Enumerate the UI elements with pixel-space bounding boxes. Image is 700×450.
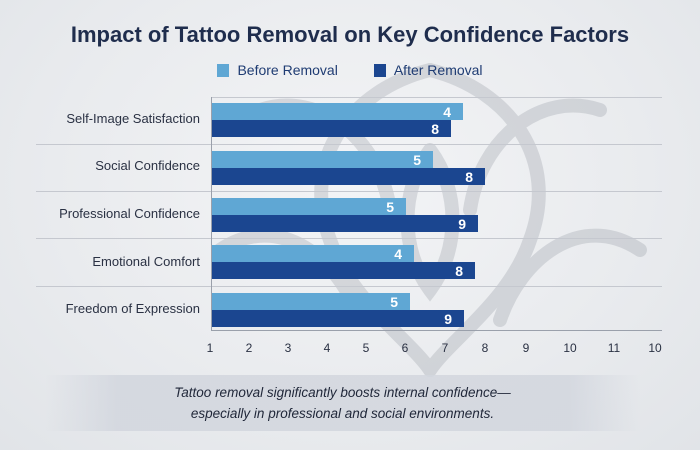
- x-tick-label: 9: [522, 341, 530, 355]
- x-tick-label: 2: [245, 341, 253, 355]
- bar-before: 5: [212, 293, 410, 310]
- gridline: [36, 144, 662, 145]
- legend-label-before: Before Removal: [237, 62, 338, 78]
- legend-swatch-before: [217, 63, 230, 77]
- legend-item-after: After Removal: [373, 62, 483, 78]
- bar-value: 8: [465, 168, 473, 185]
- bar-value: 4: [394, 245, 402, 262]
- legend-swatch-after: [373, 63, 386, 77]
- bar-value: 5: [413, 151, 421, 168]
- caption-line-2: especially in professional and social en…: [190, 406, 495, 421]
- bar-after: 9: [212, 215, 478, 232]
- bar-value: 5: [386, 198, 394, 215]
- bar-value: 5: [390, 293, 398, 310]
- x-axis-line: [211, 330, 662, 331]
- bar-value: 8: [431, 120, 439, 137]
- x-tick-label: 7: [441, 341, 449, 355]
- chart-title: Impact of Tattoo Removal on Key Confiden…: [70, 22, 630, 47]
- legend-item-before: Before Removal: [217, 62, 338, 78]
- x-tick-label: 5: [362, 341, 370, 355]
- x-tick-label: 3: [284, 341, 292, 355]
- bar-before: 4: [212, 245, 414, 262]
- gridline: [211, 97, 662, 98]
- bar-before: 4: [212, 103, 463, 120]
- x-tick-label: 10: [563, 341, 577, 355]
- gridline: [36, 238, 662, 239]
- bar-value: 9: [458, 215, 466, 232]
- gridline: [36, 286, 662, 287]
- legend-label-after: After Removal: [393, 62, 483, 78]
- category-label: Professional Confidence: [59, 206, 200, 221]
- x-tick-label: 4: [323, 341, 331, 355]
- bar-after: 8: [212, 168, 485, 185]
- bar-value: 8: [455, 262, 463, 279]
- category-label: Social Confidence: [95, 158, 200, 173]
- x-tick-label: 1: [206, 341, 214, 355]
- bar-value: 4: [443, 103, 451, 120]
- bar-after: 8: [212, 262, 475, 279]
- bar-before: 5: [212, 151, 433, 168]
- category-label: Freedom of Expression: [65, 301, 200, 316]
- y-axis-line: [211, 97, 212, 330]
- bar-before: 5: [212, 198, 406, 215]
- caption-box: Tattoo removal significantly boosts inte…: [45, 375, 640, 431]
- caption-line-1: Tattoo removal significantly boosts inte…: [174, 385, 511, 400]
- bar-value: 9: [444, 310, 452, 327]
- category-label: Self-Image Satisfaction: [66, 111, 200, 126]
- bar-after: 9: [212, 310, 464, 327]
- bar-after: 8: [212, 120, 451, 137]
- gridline: [36, 191, 662, 192]
- x-tick-label: 10: [648, 341, 662, 355]
- x-tick-label: 8: [481, 341, 489, 355]
- category-label: Emotional Comfort: [92, 254, 200, 269]
- x-tick-label: 11: [607, 341, 621, 355]
- x-tick-label: 6: [401, 341, 409, 355]
- legend: Before Removal After Removal: [0, 62, 700, 78]
